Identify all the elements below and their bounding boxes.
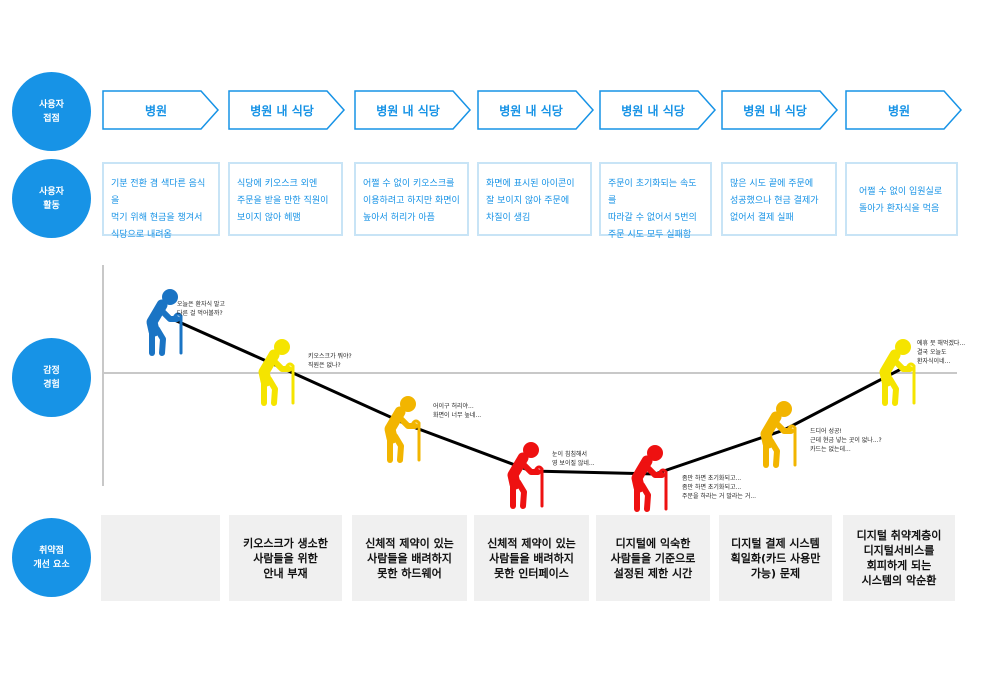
emotion-figure-icon bbox=[258, 339, 295, 406]
activity-box: 화면에 표시된 아이콘이 잘 보이지 않아 주문에 차질이 생김 bbox=[477, 162, 592, 236]
activity-box: 주문이 초기화되는 속도를 따라갈 수 없어서 5번의 주문 시도 모두 실패함 bbox=[599, 162, 712, 240]
emotion-figure-icon bbox=[760, 401, 797, 468]
touchpoint-label: 병원 내 식당 bbox=[376, 103, 440, 118]
touchpoint-chevron: 병원 bbox=[102, 90, 220, 130]
touchpoint-label: 병원 bbox=[887, 103, 911, 118]
improvement-box: 신체적 제약이 있는 사람들을 배려하지 못한 인터페이스 bbox=[474, 515, 589, 601]
touchpoint-label: 병원 내 식당 bbox=[621, 103, 685, 118]
improvement-box: 키오스크가 생소한 사람들을 위한 안내 부재 bbox=[229, 515, 342, 601]
activity-box: 어쩔 수 없이 입원실로 돌아가 환자식을 먹음 bbox=[845, 162, 958, 236]
row-label-touchpoint: 사용자 접점 bbox=[12, 72, 91, 151]
touchpoint-label: 병원 내 식당 bbox=[499, 103, 563, 118]
row-label-improvement: 취약점 개선 요소 bbox=[12, 518, 91, 597]
emotion-note: 좀만 하면 초기화되고... 좀만 하면 초기화되고... 주문을 하라는 거 … bbox=[682, 475, 757, 500]
emotion-note: 오늘은 환자식 말고 다른 걸 먹어볼까? bbox=[177, 301, 225, 317]
activity-box: 식당에 키오스크 외엔 주문을 받을 만한 직원이 보이지 않아 헤맴 bbox=[228, 162, 343, 236]
emotion-note: 눈이 침침해서 영 보이질 않네... bbox=[552, 451, 595, 467]
activity-box: 많은 시도 끝에 주문에 성공했으나 현금 결제가 없어서 결제 실패 bbox=[721, 162, 837, 236]
activity-box: 기분 전환 겸 색다른 음식을 먹기 위해 현금을 챙겨서 식당으로 내려옴 bbox=[102, 162, 220, 240]
emotion-note: 어이구 허리야... 화면이 너무 높네... bbox=[433, 403, 482, 419]
improvement-box: 디지털 결제 시스템 획일화(카드 사용만 가능) 문제 bbox=[719, 515, 832, 601]
touchpoint-chevron: 병원 내 식당 bbox=[228, 90, 346, 130]
row-label-activity: 사용자 활동 bbox=[12, 159, 91, 238]
emotion-note: 키오스크가 뭐야? 직원은 없나? bbox=[308, 353, 352, 369]
emotion-figure-icon bbox=[879, 339, 916, 406]
touchpoint-chevron: 병원 내 식당 bbox=[477, 90, 595, 130]
activity-box: 어쩔 수 없이 키오스크를 이용하려고 하지만 화면이 높아서 허리가 아픔 bbox=[354, 162, 469, 236]
improvement-box bbox=[101, 515, 220, 601]
touchpoint-label: 병원 내 식당 bbox=[250, 103, 314, 118]
emotion-note: 드디어 성공! 근데 현금 넣는 곳이 없나...? 카드는 없는데... bbox=[810, 428, 882, 453]
touchpoint-chevron: 병원 내 식당 bbox=[721, 90, 839, 130]
emotion-note: 에휴 뭇 해먹겠다... 결국 오늘도 환자식이네... bbox=[917, 340, 966, 365]
emotion-figure-icon bbox=[631, 445, 668, 512]
touchpoint-label: 병원 내 식당 bbox=[743, 103, 807, 118]
touchpoint-chevron: 병원 내 식당 bbox=[354, 90, 472, 130]
improvement-box: 신체적 제약이 있는 사람들을 배려하지 못한 하드웨어 bbox=[352, 515, 467, 601]
touchpoint-label: 병원 bbox=[144, 103, 168, 118]
row-label-emotion: 감정 경험 bbox=[12, 338, 91, 417]
emotion-figure-icon bbox=[507, 442, 544, 509]
emotion-figure-icon bbox=[384, 396, 421, 463]
improvement-box: 디지털에 익숙한 사람들을 기준으로 설정된 제한 시간 bbox=[596, 515, 710, 601]
touchpoint-chevron: 병원 내 식당 bbox=[599, 90, 717, 130]
emotion-figure-icon bbox=[146, 289, 183, 356]
improvement-box: 디지털 취약계층이 디지털서비스를 회피하게 되는 시스템의 악순환 bbox=[843, 515, 955, 601]
touchpoint-chevron: 병원 bbox=[845, 90, 963, 130]
